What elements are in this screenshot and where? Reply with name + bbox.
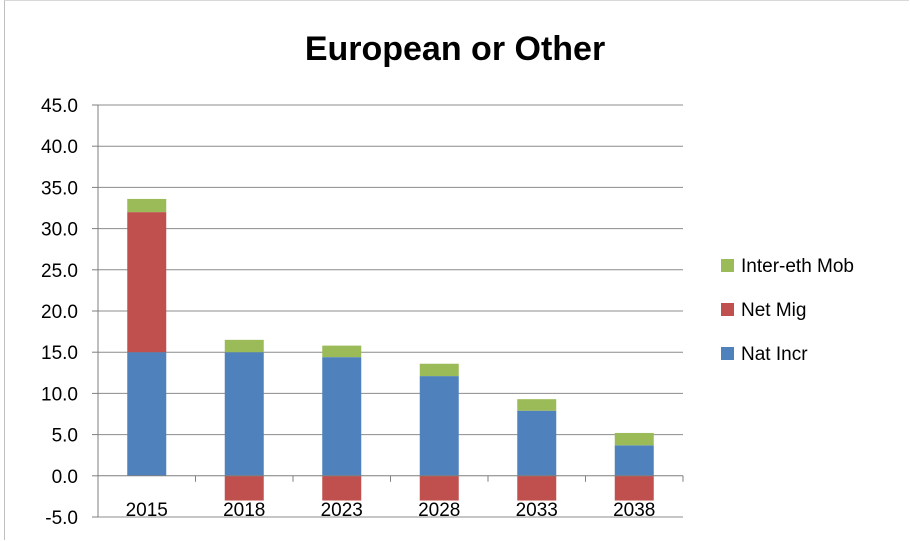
y-tick-label: 45.0 (41, 96, 78, 117)
bar-segment-inter-eth-mob (517, 399, 557, 411)
bar-segment-net-mig (322, 475, 362, 501)
bar-segment-nat-incr (224, 352, 264, 476)
y-tick-label: 15.0 (41, 343, 78, 364)
y-tick-label: 0.0 (52, 467, 78, 488)
y-tick-label: 5.0 (52, 426, 78, 447)
y-tick-label: 40.0 (41, 137, 78, 158)
bar-segment-net-mig (419, 475, 459, 501)
chart-title: European or Other (304, 30, 606, 68)
bar-segment-inter-eth-mob (224, 339, 264, 353)
legend-swatch (721, 259, 734, 272)
y-tick-label: 10.0 (41, 384, 78, 405)
x-tick-label: 2028 (418, 500, 460, 521)
bar-segment-inter-eth-mob (614, 432, 654, 446)
bar-segment-net-mig (224, 475, 264, 501)
bar-segment-net-mig (517, 475, 557, 501)
y-tick-label: 35.0 (41, 178, 78, 199)
x-tick-label: 2038 (613, 500, 655, 521)
legend: Inter-eth Mob Net Mig Nat Incr (721, 256, 854, 365)
legend-label: Nat Incr (741, 344, 808, 365)
legend-label: Net Mig (741, 300, 806, 321)
bar-segment-inter-eth-mob (419, 363, 459, 377)
bar-segment-nat-incr (419, 376, 459, 476)
axes: 45.0 40.0 35.0 30.0 25.0 20.0 15.0 10.0 5.0 0.0 -5… (41, 96, 684, 529)
legend-label: Inter-eth Mob (741, 256, 854, 277)
x-tick-label: 2015 (126, 500, 168, 521)
bar-segment-net-mig (614, 475, 654, 501)
x-tick-label: 2033 (516, 500, 558, 521)
y-tick-label: 25.0 (41, 261, 78, 282)
bar-segment-net-mig (127, 212, 167, 353)
bar-segment-nat-incr (614, 445, 654, 476)
legend-swatch (721, 347, 734, 360)
chart-frame (4, 0, 909, 540)
bars (127, 198, 654, 501)
bar-segment-nat-incr (517, 410, 557, 476)
x-tick-label: 2018 (223, 500, 265, 521)
gridlines (98, 104, 683, 518)
y-tick-label: 30.0 (41, 220, 78, 241)
x-tick-label: 2023 (321, 500, 363, 521)
bar-segment-inter-eth-mob (322, 345, 362, 358)
bar-segment-nat-incr (127, 352, 167, 476)
legend-swatch (721, 303, 734, 316)
bar-segment-inter-eth-mob (127, 198, 167, 213)
y-tick-label: 20.0 (41, 302, 78, 323)
y-tick-label: -5.0 (45, 508, 78, 529)
bar-segment-nat-incr (322, 357, 362, 476)
